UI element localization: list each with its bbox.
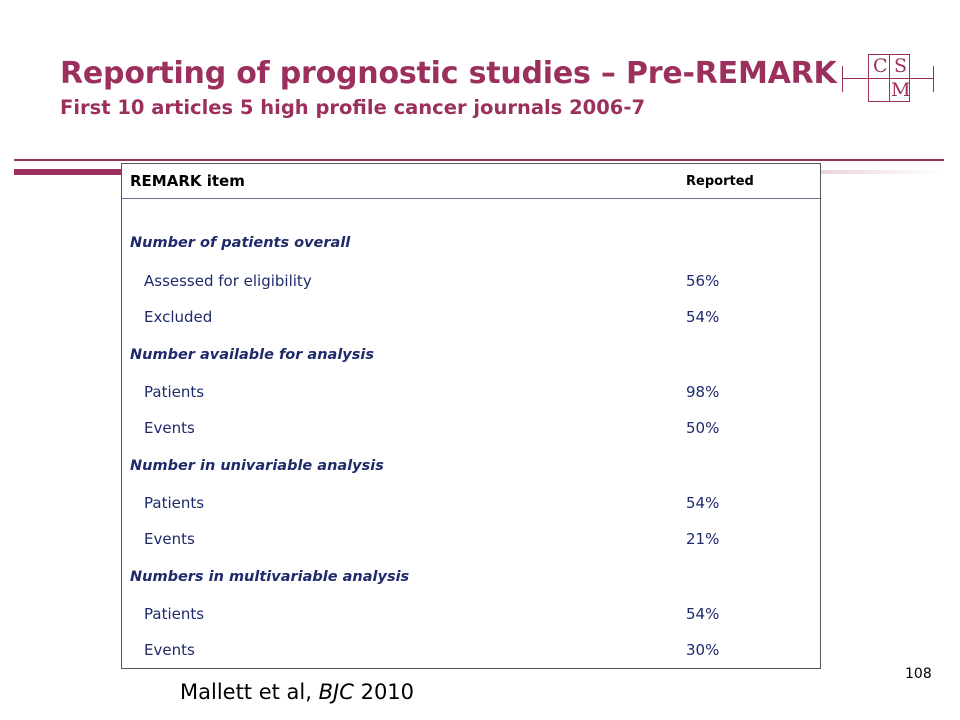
page-title: Reporting of prognostic studies – Pre-RE… — [60, 56, 837, 91]
citation-journal: BJC — [318, 680, 354, 704]
section-title: Numbers in multivariable analysis — [130, 569, 410, 585]
row-value: 56% — [686, 272, 720, 290]
section-title: Number available for analysis — [130, 347, 374, 363]
row-label: Events — [144, 641, 195, 659]
row-value: 50% — [686, 419, 720, 437]
column-header-item: REMARK item — [130, 172, 245, 190]
citation-authors: Mallett et al, — [180, 680, 312, 704]
row-value: 30% — [686, 641, 720, 659]
citation: Mallett et al, BJC 2010 — [180, 680, 414, 704]
page-number: 108 — [905, 666, 932, 682]
accent-fade — [820, 170, 940, 174]
logo-letter-s: S — [894, 55, 908, 77]
citation-year: 2010 — [360, 680, 415, 704]
section-title: Number in univariable analysis — [130, 458, 384, 474]
logo-letter-m: M — [891, 79, 911, 101]
row-label: Assessed for eligibility — [144, 272, 312, 290]
header-separator — [122, 198, 820, 199]
row-value: 98% — [686, 383, 720, 401]
row-value: 54% — [686, 605, 720, 623]
row-value: 54% — [686, 494, 720, 512]
column-header-reported: Reported — [686, 174, 754, 189]
page-subtitle: First 10 articles 5 high profile cancer … — [60, 96, 646, 119]
row-label: Patients — [144, 494, 205, 512]
remark-table: REMARK item Reported Number of patients … — [121, 163, 821, 669]
row-label: Events — [144, 530, 195, 548]
row-label: Excluded — [144, 308, 213, 326]
row-label: Events — [144, 419, 195, 437]
header-divider — [14, 159, 944, 161]
section-title: Number of patients overall — [130, 235, 351, 251]
csm-logo: C S M — [842, 54, 934, 104]
row-value: 54% — [686, 308, 720, 326]
row-value: 21% — [686, 530, 720, 548]
accent-bar — [14, 169, 122, 175]
logo-letter-c: C — [873, 55, 888, 77]
row-label: Patients — [144, 605, 205, 623]
row-label: Patients — [144, 383, 205, 401]
